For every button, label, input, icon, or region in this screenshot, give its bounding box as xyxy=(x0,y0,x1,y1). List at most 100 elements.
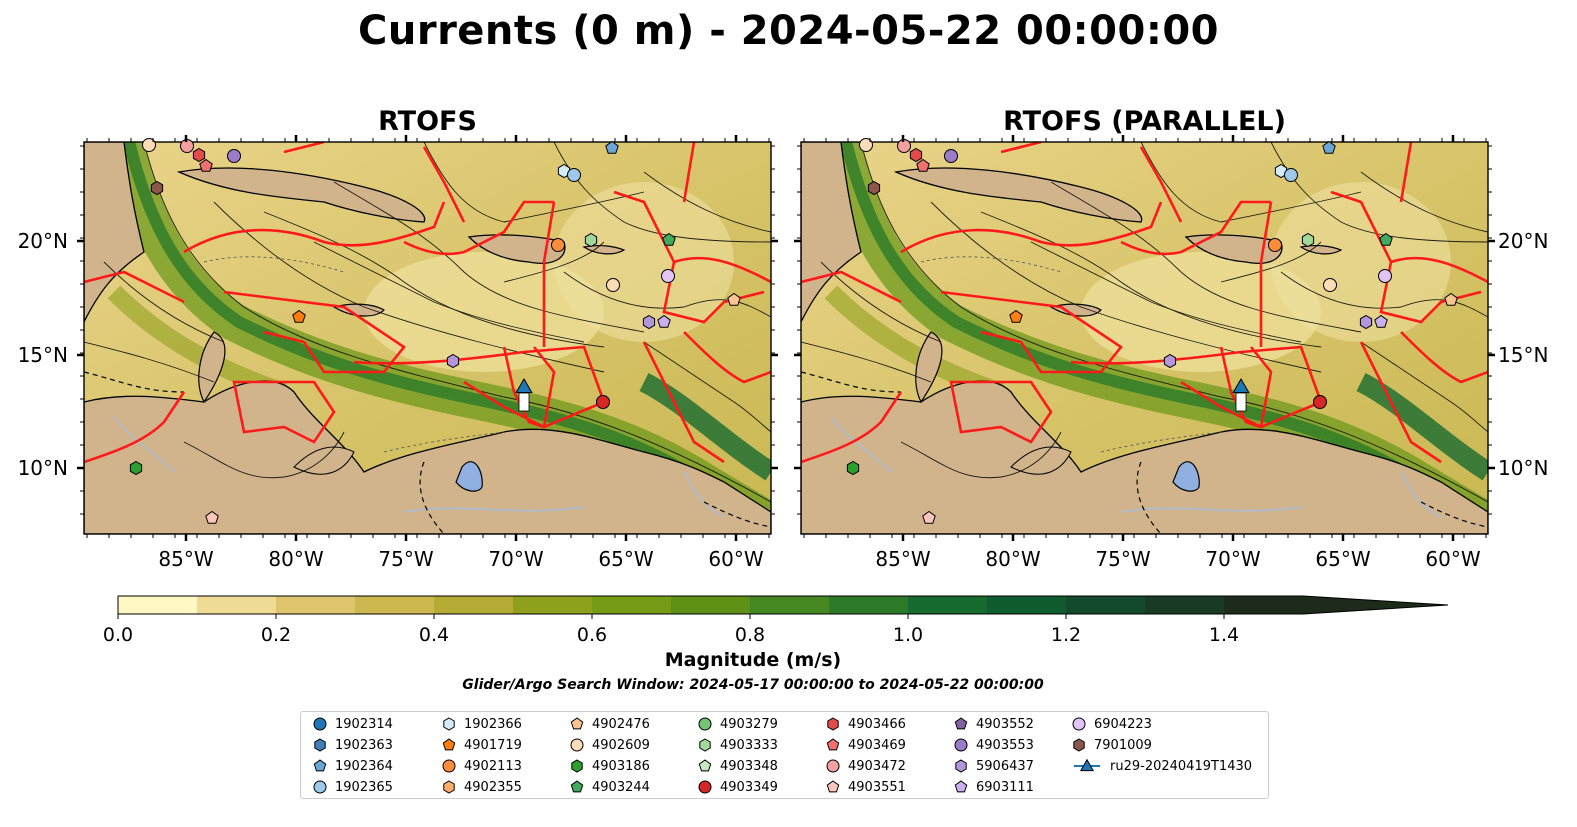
legend-label: 1902363 xyxy=(335,737,393,753)
float-marker-4903469 xyxy=(199,158,213,172)
legend-item: 4902355 xyxy=(442,777,522,797)
float-markers xyxy=(129,138,1458,524)
legend-item: 4903469 xyxy=(826,735,906,755)
legend-label: 6903111 xyxy=(976,779,1034,795)
colorbar-segment xyxy=(592,596,672,614)
legend-item: 4903333 xyxy=(698,735,778,755)
lon-tick-label: 85°W xyxy=(875,547,930,571)
legend: 1902314 1902363 1902364 1902365 1902366 49017… xyxy=(300,711,1269,799)
circle-marker-icon xyxy=(826,759,840,773)
float-marker-7901009 xyxy=(867,180,881,196)
legend-item: 5906437 xyxy=(954,756,1034,776)
lon-tick-label: 60°W xyxy=(708,547,763,571)
circle-marker-icon xyxy=(442,759,456,773)
lon-tick-label: 60°W xyxy=(1425,547,1480,571)
lat-tick-label: 10°N xyxy=(1498,456,1548,480)
legend-item: ru29-20240419T1430 xyxy=(1072,756,1252,776)
legend-item: 4903349 xyxy=(698,777,778,797)
colorbar-segment xyxy=(987,596,1067,614)
float-marker-4903244 xyxy=(1379,232,1393,246)
float-marker-4903553 xyxy=(944,149,958,163)
legend-item: 4902113 xyxy=(442,756,522,776)
lat-tick-label: 15°N xyxy=(18,343,68,367)
hexagon-marker-icon xyxy=(827,717,839,731)
colorbar-tick-label: 1.2 xyxy=(1051,624,1081,646)
lat-tick-label: 15°N xyxy=(1498,343,1548,367)
hexagon-marker-icon xyxy=(314,738,326,752)
legend-label: 1902364 xyxy=(335,758,393,774)
pentagon-marker-icon xyxy=(570,717,584,730)
panel-title-rtofs-parallel: RTOFS (PARALLEL) xyxy=(1003,106,1286,137)
float-marker-5906437 xyxy=(1359,314,1373,330)
legend-item: 4903244 xyxy=(570,777,650,797)
float-marker-4901719 xyxy=(292,309,306,323)
float-marker-4902609 xyxy=(142,138,156,152)
legend-item: 1902365 xyxy=(313,777,393,797)
lat-tick-label: 20°N xyxy=(1498,229,1548,253)
float-marker-4903553 xyxy=(227,149,241,163)
legend-label: 1902366 xyxy=(464,716,522,732)
circle-marker-icon xyxy=(954,738,968,752)
colorbar-segment xyxy=(908,596,988,614)
circle-marker-icon xyxy=(1072,717,1086,731)
map-rtofs xyxy=(84,142,771,612)
float-marker-6903111 xyxy=(1374,314,1388,328)
legend-item: 4903348 xyxy=(698,756,778,776)
float-marker-5906437 xyxy=(642,314,656,330)
legend-item: 6904223 xyxy=(1072,714,1152,734)
colorbar-segment xyxy=(671,596,751,614)
float-marker-4902476 xyxy=(1444,292,1458,306)
colorbar-tick-label: 0.8 xyxy=(735,624,765,646)
legend-item: 7901009 xyxy=(1072,735,1152,755)
colorbar-tick-label: 0.2 xyxy=(261,624,291,646)
legend-label: 4903244 xyxy=(592,779,650,795)
legend-label: 5906437 xyxy=(976,758,1034,774)
float-marker-1902366 xyxy=(1274,163,1288,179)
glider-marker xyxy=(1232,378,1250,393)
pentagon-marker-icon xyxy=(570,780,584,793)
float-marker-1902365 xyxy=(567,168,581,182)
legend-label: 4903279 xyxy=(720,716,778,732)
pentagon-marker-icon xyxy=(313,759,327,772)
hexagon-marker-icon xyxy=(443,780,455,794)
legend-item: 4902609 xyxy=(570,735,650,755)
legend-label: 4902476 xyxy=(592,716,650,732)
legend-label: 4903349 xyxy=(720,779,778,795)
lon-tick-label: 85°W xyxy=(158,547,213,571)
colorbar-tick-label: 0.4 xyxy=(419,624,449,646)
legend-item: 4903551 xyxy=(826,777,906,797)
legend-label: 4903186 xyxy=(592,758,650,774)
colorbar-segment xyxy=(434,596,514,614)
legend-label: 6904223 xyxy=(1094,716,1152,732)
colorbar: 0.0 0.2 0.4 0.6 0.8 1.0 1.2 1.4 xyxy=(103,595,1449,646)
float-marker-4903349 xyxy=(1313,395,1327,409)
legend-label: 4903333 xyxy=(720,737,778,753)
float-marker-4902609 xyxy=(859,138,873,152)
colorbar-segment xyxy=(276,596,356,614)
legend-item: 1902363 xyxy=(313,735,393,755)
float-marker-4902113 xyxy=(551,238,565,252)
legend-item: 1902314 xyxy=(313,714,393,734)
pentagon-marker-icon xyxy=(698,759,712,772)
float-marker-4903551 xyxy=(922,510,936,524)
float-marker-4903186 xyxy=(129,460,143,476)
float-marker-4903466 xyxy=(909,147,923,163)
float-marker-4903333 xyxy=(584,232,598,248)
float-marker-4902609 xyxy=(606,278,620,292)
colorbar-segment xyxy=(750,596,830,614)
colorbar-extend-arrow xyxy=(1303,596,1448,614)
legend-label: ru29-20240419T1430 xyxy=(1110,758,1253,774)
pentagon-marker-icon xyxy=(826,738,840,751)
lon-tick-label: 70°W xyxy=(1205,547,1260,571)
float-marker-4903244 xyxy=(662,232,676,246)
legend-item: 1902364 xyxy=(313,756,393,776)
colorbar-segment xyxy=(118,596,198,614)
hexagon-marker-icon xyxy=(1073,738,1085,752)
legend-label: 1902314 xyxy=(335,716,393,732)
float-marker-4902113 xyxy=(1268,238,1282,252)
search-window-text: Glider/Argo Search Window: 2024-05-17 00… xyxy=(462,677,1044,693)
lon-tick-label: 80°W xyxy=(268,547,323,571)
circle-marker-icon xyxy=(313,717,327,731)
hexagon-marker-icon xyxy=(571,759,583,773)
